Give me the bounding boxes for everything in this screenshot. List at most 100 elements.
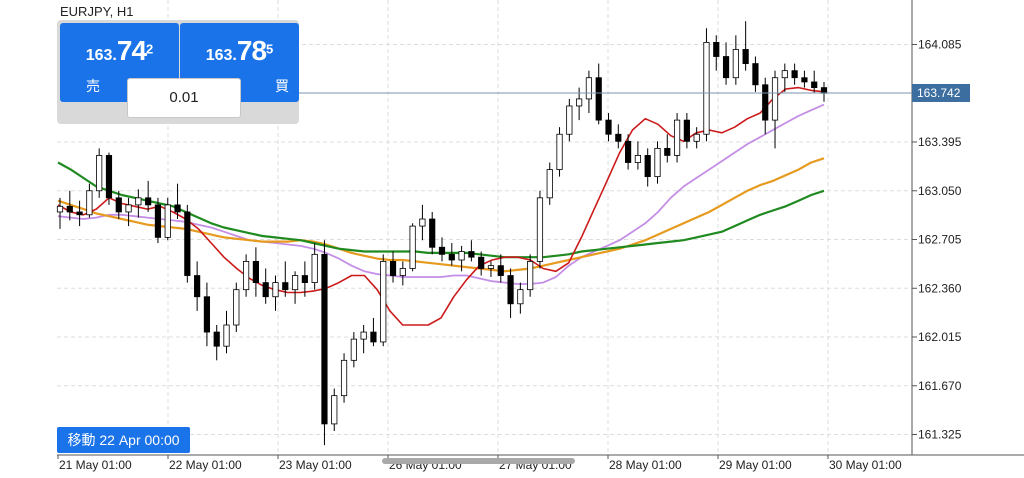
candle-body (801, 77, 808, 83)
candle (791, 63, 798, 85)
candle-body (164, 204, 171, 238)
candle-body (301, 275, 308, 284)
candle-body (722, 56, 730, 79)
current-price-label: 163.742 (917, 86, 961, 100)
candle-body (76, 211, 83, 216)
buy-label: 買 (275, 78, 289, 94)
candle (762, 77, 769, 135)
y-tick-label: 163.395 (918, 135, 962, 149)
candle-body (291, 275, 299, 291)
candle-body (370, 331, 377, 343)
x-tick-label: 30 May 01:00 (829, 458, 902, 472)
candle-body (311, 253, 318, 284)
candle-body (497, 265, 504, 276)
y-tick-label: 164.085 (918, 38, 962, 52)
candle (683, 113, 690, 149)
candle-body (429, 218, 436, 248)
y-tick-label: 162.705 (918, 233, 962, 247)
candle (174, 183, 181, 220)
candle (438, 237, 446, 262)
candle-body (399, 268, 406, 276)
candle (243, 254, 250, 297)
candle (86, 183, 93, 218)
buy-price-sup: 5 (266, 41, 274, 57)
y-tick-label: 161.670 (918, 379, 962, 393)
candles (56, 21, 828, 446)
candle-body (56, 205, 64, 213)
candle (458, 245, 465, 272)
candle (282, 261, 289, 297)
candle (331, 388, 338, 431)
candle-body (625, 140, 632, 163)
candle-body (115, 197, 122, 213)
candle (380, 254, 387, 347)
candle (566, 98, 573, 142)
candle-body (713, 41, 720, 57)
x-tick-label: 29 May 01:00 (719, 458, 792, 472)
candle-body (771, 77, 779, 121)
one-click-trade-panel: 163.742 売 163.785 買 0.01 (57, 20, 299, 124)
candle-body (556, 133, 563, 170)
candle (585, 70, 593, 114)
candle-body (546, 169, 553, 199)
candle (399, 261, 406, 286)
candle (781, 63, 788, 92)
candle-body (644, 155, 651, 178)
candle (517, 282, 524, 314)
candle (615, 124, 622, 149)
candle-body (664, 147, 671, 156)
candle-body (732, 49, 739, 79)
candle (145, 180, 152, 212)
candle (311, 243, 318, 290)
candle (115, 190, 122, 220)
candle-body (527, 261, 534, 291)
candle-body (135, 197, 142, 206)
candle (291, 271, 299, 304)
candle (752, 56, 759, 92)
candle-body (820, 87, 828, 94)
candle-body (213, 331, 220, 347)
candle (468, 240, 475, 262)
symbol-timeframe-label: EURJPY, H1 (60, 4, 134, 19)
candle-body (272, 282, 279, 298)
candle (625, 134, 632, 170)
candle (96, 148, 103, 198)
candle (76, 200, 83, 227)
candle-body (66, 205, 73, 213)
candle-body (194, 275, 201, 298)
candle (713, 35, 720, 71)
sell-price-prefix: 163. (85, 47, 117, 64)
candle-body (566, 105, 573, 135)
candle-body (468, 251, 475, 258)
candle (56, 197, 64, 229)
candle (125, 197, 132, 227)
navigate-to-date-button[interactable]: 移動 22 Apr 00:00 (57, 427, 190, 453)
chart-scroll-handle[interactable] (382, 458, 575, 464)
lot-size-field[interactable]: 0.01 (127, 78, 241, 118)
candle-body (576, 98, 583, 107)
candle (389, 251, 397, 283)
candle-body (419, 218, 426, 227)
candle-body (507, 275, 514, 305)
candle (360, 325, 367, 354)
candle (478, 251, 485, 276)
candle (448, 243, 455, 266)
candle-body (409, 225, 416, 269)
candle-body (145, 197, 152, 206)
buy-price-big: 78 (236, 35, 267, 66)
candle (213, 325, 220, 361)
candle-body (458, 251, 465, 261)
candle (732, 35, 739, 85)
candle-body (252, 261, 259, 284)
candle-body (331, 395, 338, 425)
candle (419, 204, 426, 241)
candle (556, 127, 563, 177)
candle (487, 261, 495, 277)
candle (135, 189, 142, 218)
candle (409, 223, 416, 272)
sell-price: 163.742 (60, 35, 179, 67)
candle (664, 134, 671, 163)
candle-body (223, 324, 230, 347)
